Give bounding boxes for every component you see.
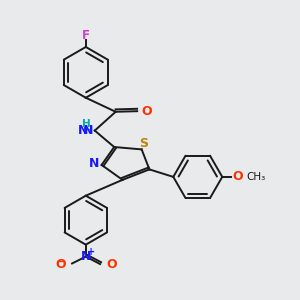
- Text: H: H: [84, 126, 93, 136]
- Text: N: N: [82, 124, 93, 137]
- Text: F: F: [82, 29, 90, 42]
- Text: O: O: [233, 170, 243, 183]
- Text: O: O: [141, 105, 152, 118]
- Text: CH₃: CH₃: [246, 172, 266, 182]
- Text: O: O: [106, 259, 117, 272]
- Text: −: −: [58, 257, 66, 267]
- Text: +: +: [87, 248, 95, 257]
- Text: H: H: [82, 119, 91, 129]
- Text: O: O: [56, 259, 66, 272]
- Text: N: N: [89, 157, 99, 170]
- Text: N: N: [78, 124, 88, 137]
- Text: S: S: [139, 137, 148, 150]
- Text: N: N: [81, 250, 91, 262]
